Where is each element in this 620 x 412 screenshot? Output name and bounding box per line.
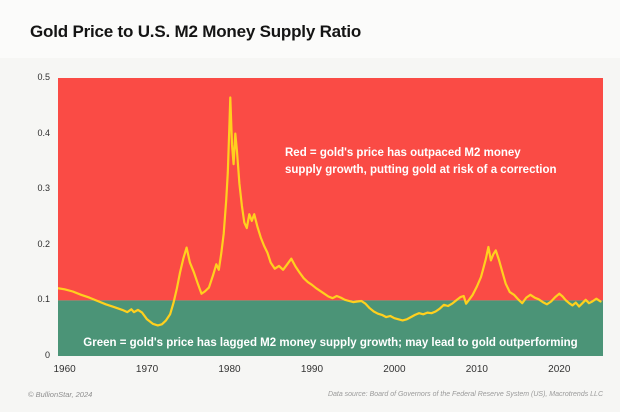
green-zone	[58, 300, 603, 356]
y-tick-label: 0	[44, 350, 50, 360]
y-tick-label: 0.4	[37, 127, 50, 138]
green-zone-annotation: Green = gold's price has lagged M2 money…	[83, 337, 578, 349]
copyright-text: © BullionStar, 2024	[28, 390, 93, 399]
y-tick-label: 0.1	[37, 294, 50, 305]
x-tick-label: 1970	[135, 364, 159, 375]
x-tick-label: 1980	[218, 364, 241, 375]
x-tick-label: 1960	[53, 364, 76, 375]
x-tick-label: 2000	[383, 364, 406, 375]
page-title: Gold Price to U.S. M2 Money Supply Ratio	[30, 22, 362, 41]
red-zone-annotation: Red = gold's price has outpaced M2 money…	[285, 145, 585, 179]
data-source-text: Data source: Board of Governors of the F…	[327, 391, 603, 398]
title-band	[0, 0, 620, 58]
gold-to-m2-ratio-line	[58, 96, 602, 327]
x-tick-label: 1990	[300, 364, 324, 375]
red-zone-annotation-line1: Red = gold's price has outpaced M2 money	[285, 147, 521, 159]
red-zone-annotation-line2: supply growth, putting gold at risk of a…	[285, 164, 557, 176]
ratio-chart-svg	[58, 78, 603, 356]
y-tick-label: 0.5	[37, 72, 50, 82]
x-tick-label: 2020	[548, 364, 571, 375]
plot-area	[58, 78, 603, 356]
x-tick-label: 2010	[465, 364, 488, 375]
y-tick-label: 0.3	[37, 183, 50, 194]
red-zone	[58, 78, 603, 301]
y-tick-label: 0.2	[37, 238, 50, 249]
